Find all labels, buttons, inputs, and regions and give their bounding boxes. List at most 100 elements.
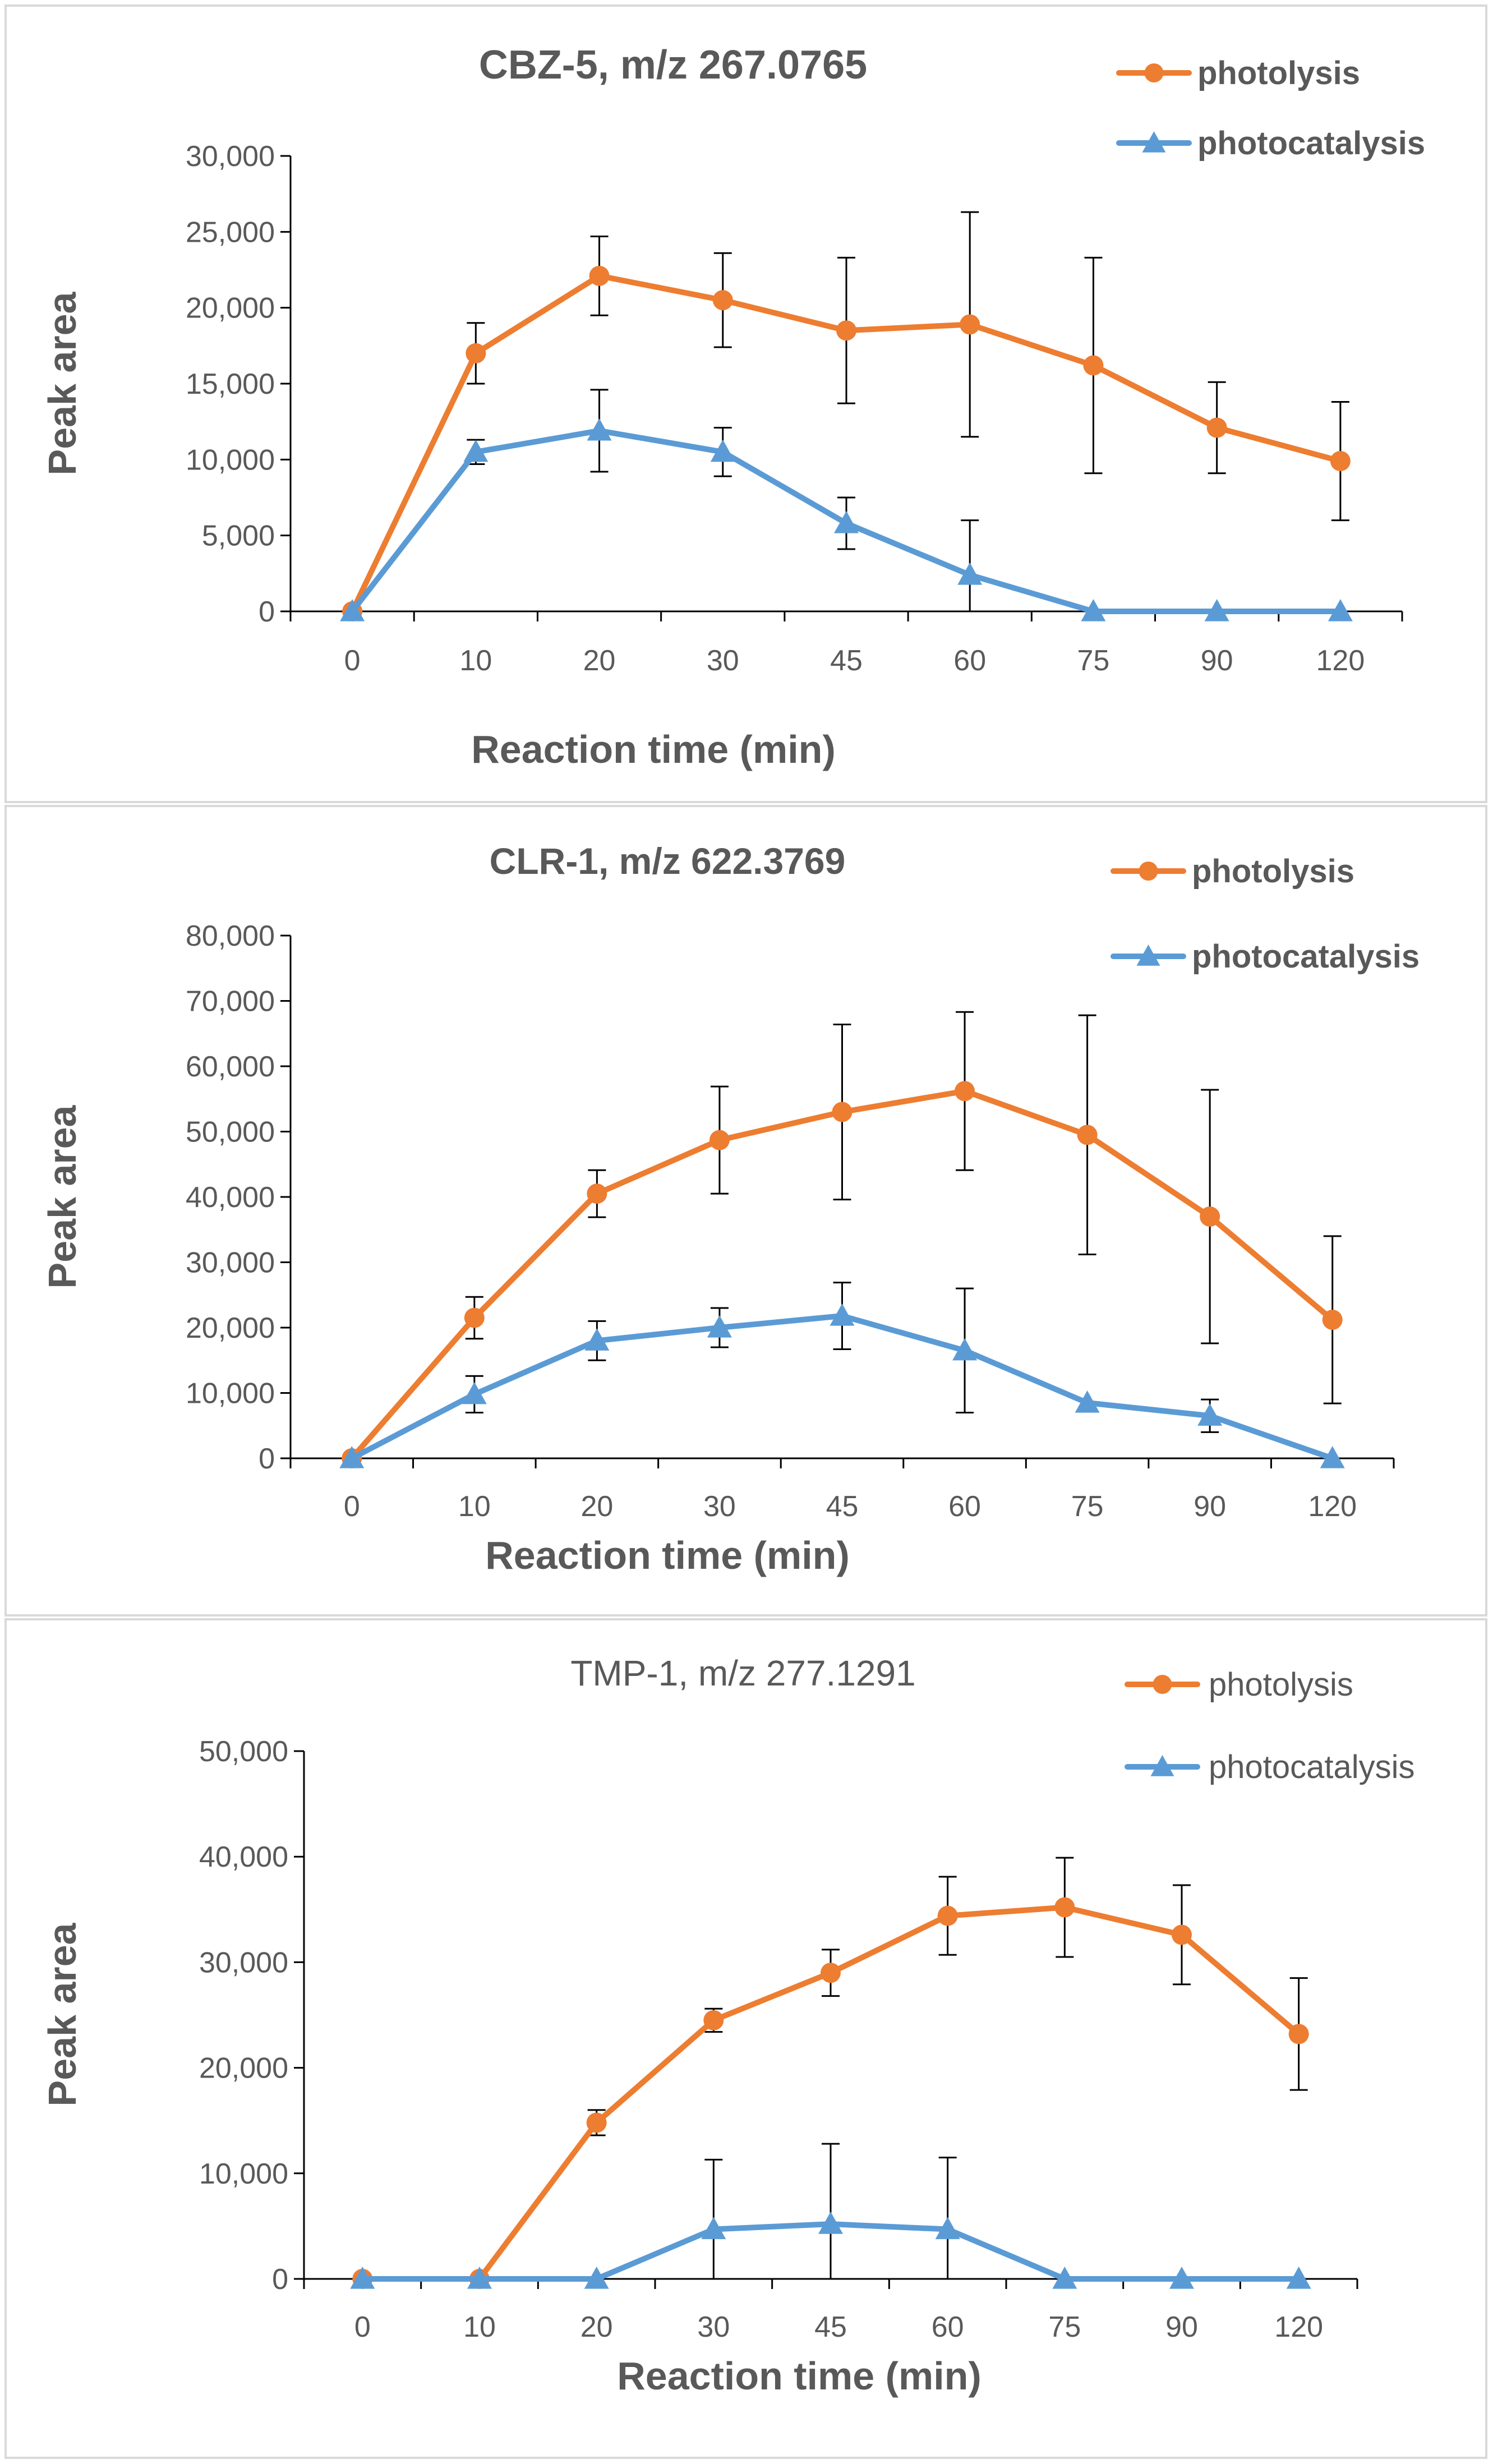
data-point <box>832 1102 853 1122</box>
x-tick-label: 75 <box>1077 644 1110 677</box>
x-tick-label: 30 <box>697 2311 730 2343</box>
x-tick-label: 120 <box>1274 2311 1323 2343</box>
data-point <box>589 265 610 286</box>
data-point <box>830 1304 855 1326</box>
data-point <box>462 1381 487 1404</box>
legend: photolysis photocatalysis <box>1116 55 1425 162</box>
legend-marker-photolysis <box>1153 1675 1172 1694</box>
chart-frame <box>4 805 1487 1616</box>
data-point <box>937 1905 958 1926</box>
x-tick-label: 0 <box>344 644 361 677</box>
y-tick-label: 15,000 <box>186 368 275 400</box>
x-tick-label: 0 <box>354 2311 371 2343</box>
data-point <box>1075 1390 1100 1413</box>
y-tick-label: 0 <box>259 596 275 628</box>
x-tick-label: 45 <box>826 1490 859 1523</box>
data-point <box>818 2212 843 2234</box>
legend-label-photocatalysis: photocatalysis <box>1197 125 1425 162</box>
x-tick-label: 45 <box>830 644 863 677</box>
series-photocatalysis <box>350 2143 1311 2289</box>
chart-2: CLR-1, m/z 622.3769 0 10,000 20,000 30,000 40… <box>4 805 1487 1616</box>
legend-label-photolysis: photolysis <box>1209 1666 1353 1703</box>
x-tick-label: 30 <box>707 644 739 677</box>
x-tick-label: 20 <box>583 644 616 677</box>
data-point <box>960 314 980 335</box>
data-point <box>586 2112 607 2133</box>
series-photolysis <box>342 1011 1343 1468</box>
x-tick-label: 0 <box>344 1490 360 1523</box>
data-point <box>1054 1897 1075 1918</box>
y-tick-label: 50,000 <box>186 1116 275 1149</box>
y-tick-label: 30,000 <box>199 1946 288 1979</box>
series-photocatalysis <box>340 389 1353 621</box>
legend-label-photocatalysis: photocatalysis <box>1192 938 1420 975</box>
x-tick-label: 90 <box>1201 644 1233 677</box>
legend-marker-photocatalysis <box>1142 131 1166 153</box>
y-tick-label: 5,000 <box>202 520 275 552</box>
x-tick-label: 10 <box>458 1490 491 1523</box>
x-tick-label: 20 <box>580 1490 613 1523</box>
chart-frame <box>4 4 1487 803</box>
data-point <box>1169 2267 1194 2289</box>
data-point <box>836 320 856 341</box>
chart-title: TMP-1, m/z 277.1291 <box>570 1653 915 1693</box>
data-point <box>1081 599 1106 621</box>
y-tick-label: 40,000 <box>186 1181 275 1214</box>
data-point <box>587 418 612 441</box>
data-point <box>712 290 733 311</box>
x-tick-label: 75 <box>1048 2311 1081 2343</box>
data-point <box>463 439 489 462</box>
y-tick-label: 0 <box>259 1443 275 1475</box>
legend-label-photocatalysis: photocatalysis <box>1209 1749 1415 1785</box>
data-point <box>701 2217 726 2240</box>
x-axis-label: Reaction time (min) <box>617 2354 981 2398</box>
data-point <box>1197 1403 1223 1426</box>
data-point <box>584 2267 609 2289</box>
y-tick-label: 80,000 <box>186 920 275 952</box>
data-point <box>1330 451 1351 472</box>
data-point <box>703 2010 724 2030</box>
y-tick-label: 10,000 <box>186 444 275 476</box>
y-tick-label: 30,000 <box>186 140 275 173</box>
y-tick-label: 20,000 <box>186 1312 275 1344</box>
chart-1: CBZ-5, m/z 267.0765 0 5,000 10,000 15,000 20,… <box>4 4 1487 803</box>
legend-label-photolysis: photolysis <box>1192 853 1354 890</box>
data-point <box>955 1081 975 1102</box>
y-tick-label: 30,000 <box>186 1247 275 1279</box>
data-point <box>339 1446 365 1468</box>
legend: photolysis photocatalysis <box>1125 1666 1415 1785</box>
y-tick-label: 20,000 <box>199 2052 288 2085</box>
data-point <box>340 599 365 621</box>
y-tick-label: 0 <box>272 2263 288 2296</box>
y-tick-label: 10,000 <box>186 1378 275 1410</box>
x-tick-label: 90 <box>1194 1490 1226 1523</box>
x-tick-label: 60 <box>953 644 986 677</box>
legend-marker-photolysis <box>1139 862 1158 881</box>
y-tick-label: 20,000 <box>186 292 275 325</box>
data-point <box>466 343 486 363</box>
y-tick-label: 10,000 <box>199 2158 288 2190</box>
data-point <box>957 563 983 585</box>
data-point <box>1288 2024 1309 2044</box>
x-tick-label: 30 <box>703 1490 736 1523</box>
data-point <box>1206 417 1227 438</box>
data-point <box>710 439 735 462</box>
y-tick-label: 50,000 <box>199 1735 288 1768</box>
y-axis-label: Peak area <box>40 1104 84 1288</box>
data-point <box>350 2267 375 2289</box>
legend-marker-photocatalysis <box>1150 1755 1174 1776</box>
data-point <box>584 1328 610 1351</box>
x-tick-label: 60 <box>948 1490 981 1523</box>
chart-title: CLR-1, m/z 622.3769 <box>490 840 846 882</box>
legend-marker-photolysis <box>1144 63 1164 82</box>
legend-label-photolysis: photolysis <box>1197 55 1360 91</box>
data-point <box>935 2217 960 2240</box>
data-point <box>821 1963 841 1983</box>
x-tick-label: 10 <box>463 2311 496 2343</box>
series-photolysis <box>342 211 1351 621</box>
data-point <box>952 1338 978 1361</box>
data-point <box>1077 1125 1098 1145</box>
x-axis-label: Reaction time (min) <box>471 727 836 771</box>
data-point <box>707 1315 732 1338</box>
